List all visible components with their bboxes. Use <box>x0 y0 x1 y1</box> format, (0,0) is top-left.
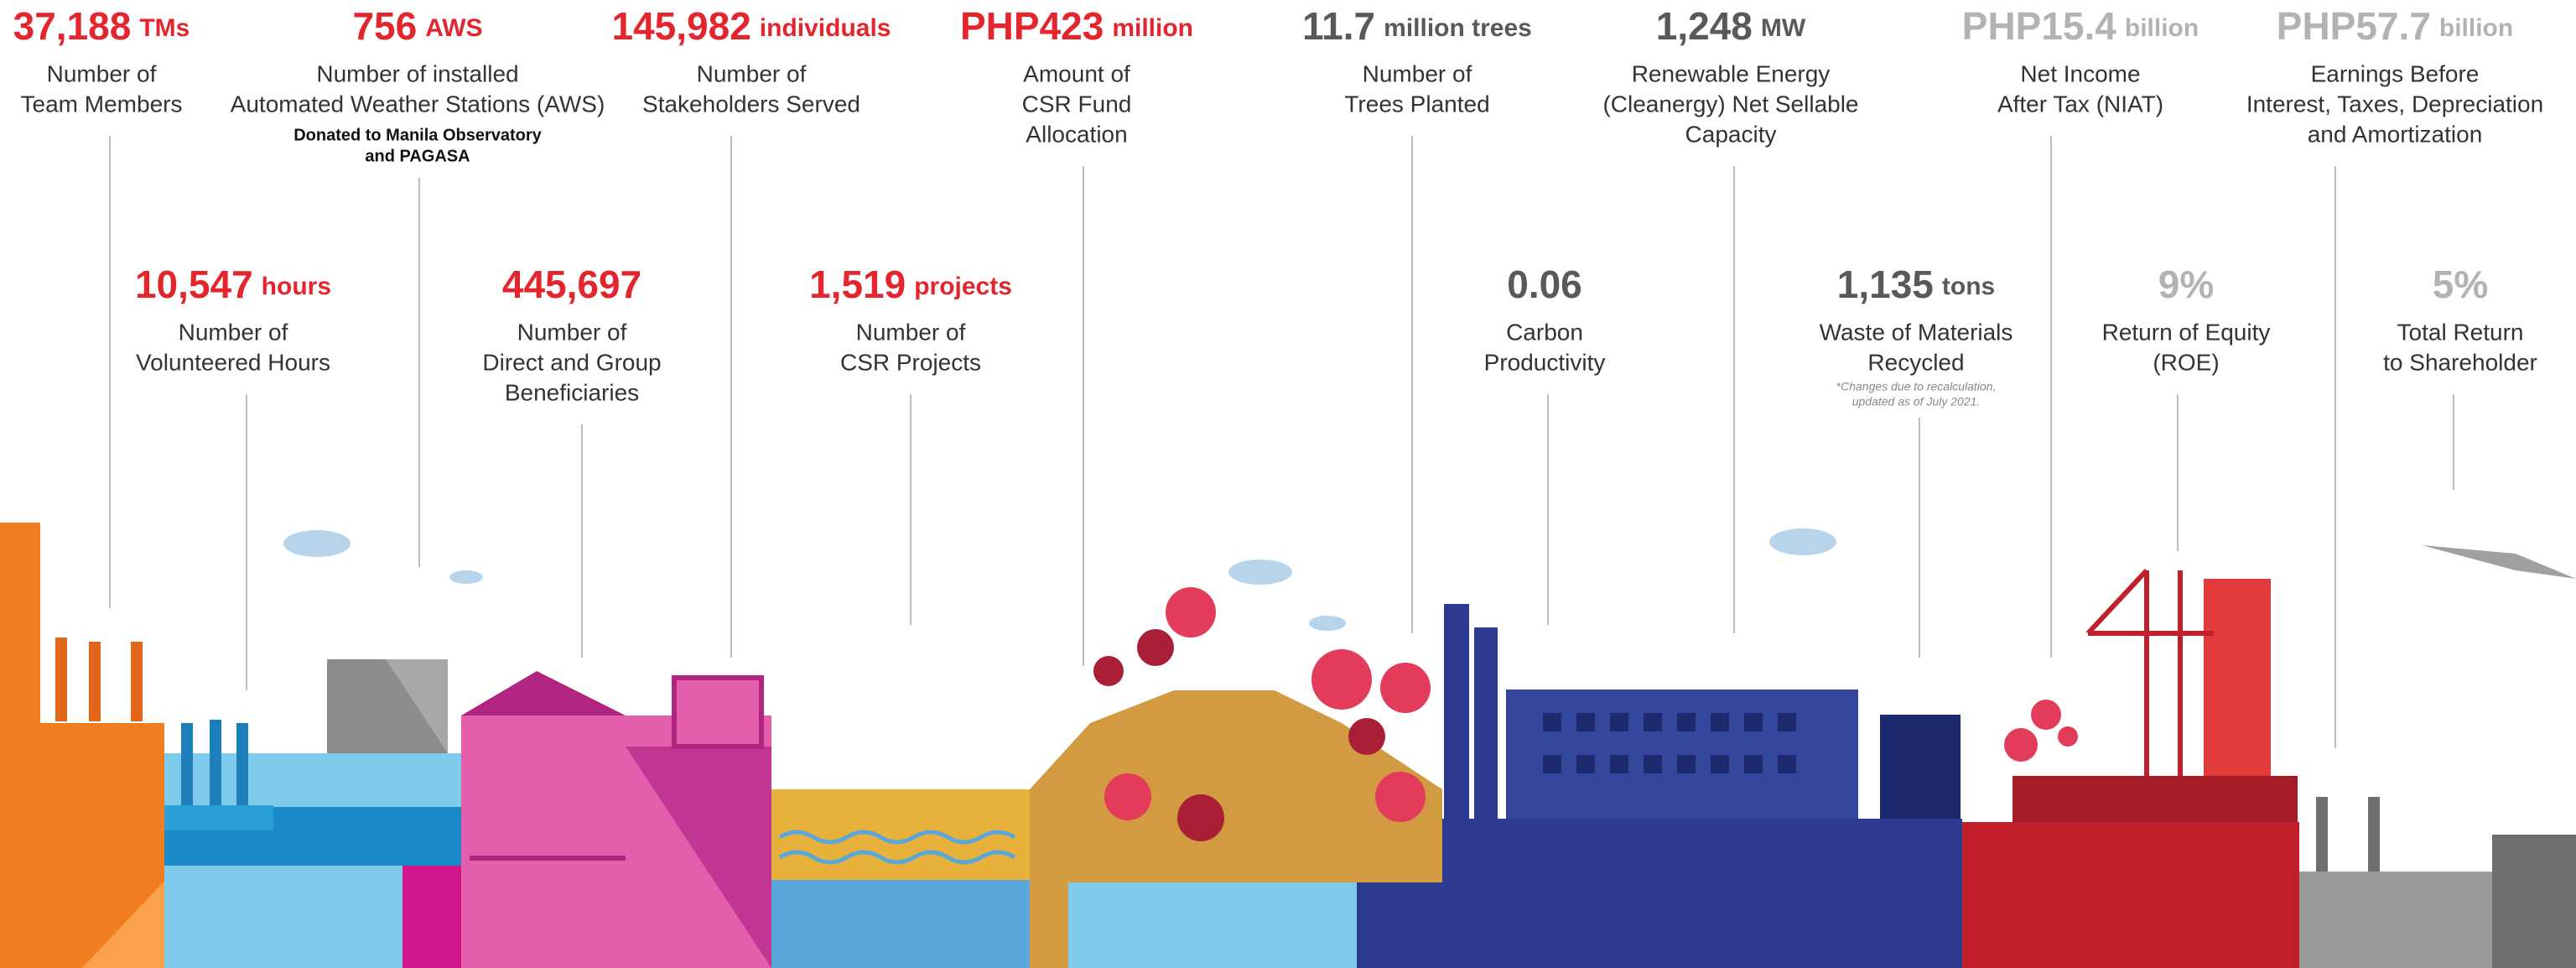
stat-label: Interest, Taxes, Depreciation <box>2246 91 2543 117</box>
stat-label: Renewable Energy <box>1632 60 1831 86</box>
stat-number: PHP57.7 <box>2277 4 2431 48</box>
stat-label: Capacity <box>1685 121 1777 147</box>
stat-value: 756 AWS <box>352 4 482 48</box>
stat-unit: billion <box>2439 14 2513 42</box>
stat-label: (ROE) <box>2153 349 2219 375</box>
stat-label: After Tax (NIAT) <box>1997 91 2163 117</box>
stat-label: Team Members <box>21 91 183 117</box>
stat-unit: AWS <box>425 14 482 42</box>
stat: 10,547 hours Number of Volunteered Hours <box>135 263 331 690</box>
stat-label: (Cleanergy) Net Sellable <box>1602 91 1858 117</box>
stat: 1,519 projects Number of CSR Projects <box>809 263 1012 625</box>
stat-number: 5% <box>2433 263 2488 306</box>
stat-value: 5% <box>2433 263 2488 306</box>
stat-label: Direct and Group <box>482 349 661 375</box>
stat-unit: million trees <box>1384 14 1532 42</box>
stat-number: 11.7 <box>1302 4 1375 48</box>
stat-label: Automated Weather Stations (AWS) <box>231 91 605 117</box>
stat-label: Trees Planted <box>1344 91 1489 117</box>
stat-value: PHP15.4 billion <box>1962 4 2199 48</box>
stat-label: Allocation <box>1026 121 1127 147</box>
stat: 145,982 individuals Number of Stakeholders … <box>612 4 891 658</box>
stat-number: 1,135 <box>1837 263 1934 306</box>
stat-label: Amount of <box>1023 60 1130 86</box>
stat-note: and PAGASA <box>365 147 470 165</box>
infographic: 37,188TMs Number of Team Members 756 AWS Numb… <box>0 0 2576 968</box>
stat-number: PHP423 <box>960 4 1104 48</box>
stat: 445,697 Number of Direct and Group Benefici… <box>482 263 661 658</box>
stat-label: Earnings Before <box>2311 60 2480 86</box>
stat: 9% Return of Equity (ROE) <box>2102 263 2271 551</box>
stat-unit: million <box>1112 14 1193 42</box>
stat: 5% Total Return to Shareholder <box>2383 263 2537 490</box>
stat: 0.06 Carbon Productivity <box>1484 263 1606 625</box>
stat-value: 1,135 tons <box>1837 263 1995 306</box>
stat-unit: tons <box>1942 273 1995 300</box>
stat-value: 445,697 <box>502 263 641 306</box>
stat-number: 445,697 <box>502 263 641 306</box>
stat-value: PHP57.7 billion <box>2277 4 2513 48</box>
stat-label: and Amortization <box>2308 121 2483 147</box>
stat-number: 756 <box>352 4 417 48</box>
stat-value: 1,519 projects <box>809 263 1012 306</box>
stat-number: 145,982 <box>612 4 751 48</box>
stat-unit: hours <box>262 273 331 300</box>
stat-unit: individuals <box>760 14 891 42</box>
stat-number: 1,248 <box>1656 4 1753 48</box>
stat-label: Number of installed <box>316 60 518 86</box>
stat-label: Carbon <box>1506 319 1583 345</box>
stat: 1,135 tons Waste of Materials Recycled *Chan… <box>1820 263 2013 658</box>
stat-note: updated as of July 2021. <box>1852 395 1981 409</box>
stat-value: 0.06 <box>1507 263 1582 306</box>
stat-value: PHP423 million <box>960 4 1193 48</box>
stat-number: 37,188 <box>13 4 132 48</box>
stat: PHP423 million Amount of CSR Fund Allocation <box>960 4 1193 666</box>
stat-label: Recycled <box>1867 349 1964 375</box>
stat-label: Number of <box>856 319 966 345</box>
stat-value: 9% <box>2158 263 2214 306</box>
stat-value: 145,982 individuals <box>612 4 891 48</box>
stat-label: Number of <box>1363 60 1472 86</box>
stat-value: 1,248 MW <box>1656 4 1806 48</box>
stat-label: Total Return <box>2397 319 2524 345</box>
stat-unit: projects <box>914 273 1012 300</box>
stat-number: 1,519 <box>809 263 906 306</box>
stat-label: Stakeholders Served <box>642 91 860 117</box>
stat-number: 10,547 <box>135 263 253 306</box>
stat: 11.7 million trees Number of Trees Planted <box>1302 4 1532 633</box>
stat-label: Volunteered Hours <box>136 349 330 375</box>
stat-unit: MW <box>1761 14 1806 42</box>
stat-label: Waste of Materials <box>1820 319 2013 345</box>
stat-note: Donated to Manila Observatory <box>293 126 542 144</box>
stat-label: Number of <box>47 60 157 86</box>
page: 37,188TMs Number of Team Members 756 AWS Numb… <box>0 0 2576 968</box>
stat-label: Net Income <box>2020 60 2140 86</box>
stat-label: Beneficiaries <box>505 379 639 405</box>
stat-number: PHP15.4 <box>1962 4 2117 48</box>
stat-label: Number of <box>517 319 627 345</box>
stat-label: Number of <box>697 60 807 86</box>
stat: PHP57.7 billion Earnings Before Interest, T… <box>2246 4 2543 748</box>
stat-label: Number of <box>179 319 288 345</box>
stat-label: Return of Equity <box>2102 319 2271 345</box>
stat-note: *Changes due to recalculation, <box>1836 380 1997 393</box>
illustration <box>0 523 2576 968</box>
stat-unit: billion <box>2125 14 2199 42</box>
stat-unit: TMs <box>139 14 190 42</box>
stat-label: CSR Projects <box>840 349 981 375</box>
stat-number: 0.06 <box>1507 263 1582 306</box>
stat-value: 10,547 hours <box>135 263 331 306</box>
stat-number: 9% <box>2158 263 2214 306</box>
stat-label: to Shareholder <box>2383 349 2537 375</box>
stat-label: Productivity <box>1484 349 1606 375</box>
stat-label: CSR Fund <box>1022 91 1132 117</box>
stat-value: 11.7 million trees <box>1302 4 1532 48</box>
